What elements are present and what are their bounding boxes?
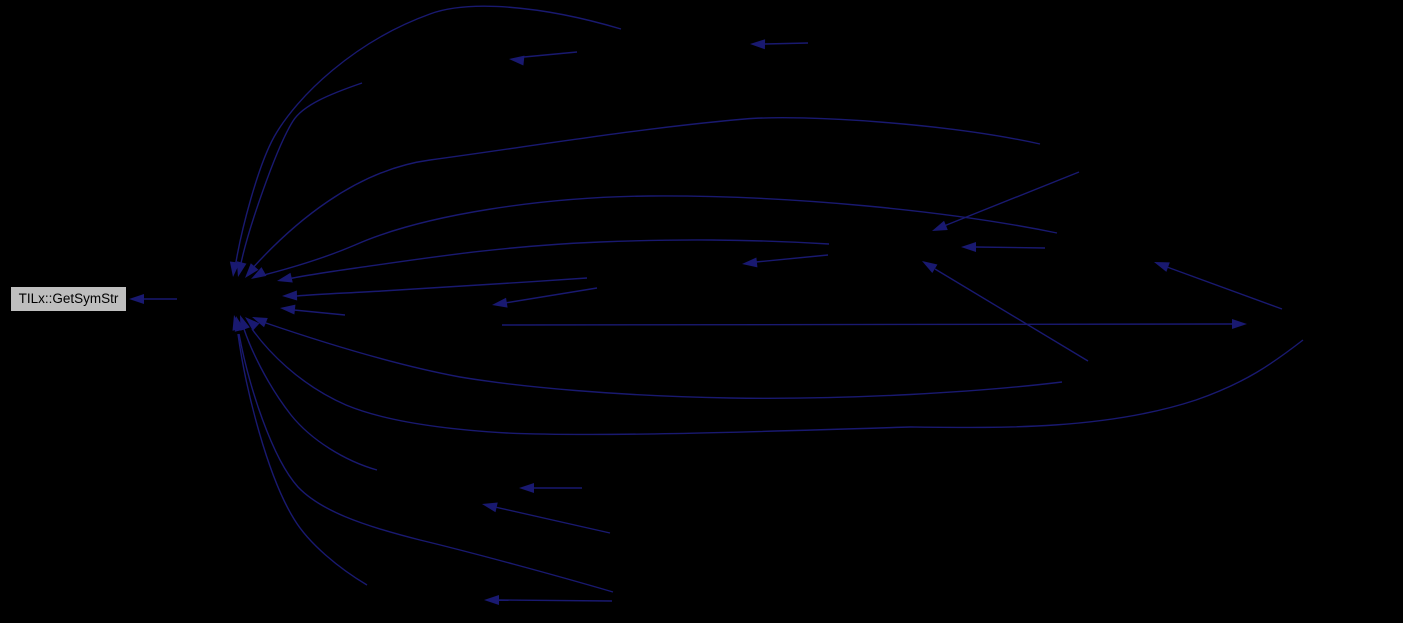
edge-arc-t5-to-hub	[249, 117, 1041, 272]
edge-top-arc-to-hub	[234, 5, 622, 269]
arrowhead-arrow-b-nb9	[482, 502, 498, 513]
arrowhead-nb8-to-hub	[232, 315, 243, 331]
edge-n5-to-hub	[296, 277, 588, 297]
edge-top-arrow-770	[764, 42, 809, 45]
arrowhead-t2-to-hub	[277, 272, 293, 283]
edge-nb8-to-hub	[237, 333, 368, 586]
edge-t2-to-hub	[287, 239, 830, 280]
arrowhead-fr1-to-t4-arrow	[1154, 262, 1170, 272]
arrowhead-curve-362-to-hub	[236, 261, 247, 277]
edge-nb5-to-hub	[238, 333, 614, 593]
arrowhead-fr1-big-curve-to-hub	[245, 317, 260, 331]
arrowhead-n5-to-h1-arrow	[492, 297, 508, 308]
arrowhead-n5-to-hub	[282, 290, 298, 301]
arrowhead-diag-t6-to-t2	[922, 261, 938, 274]
edge-t6-swoop-to-hub	[262, 321, 1063, 400]
edge-curve-362-to-hub	[239, 82, 363, 269]
edge-top-arrow-520	[523, 51, 578, 58]
arrowhead-arrow-d-nb5	[484, 595, 499, 605]
edge-nb7-to-hub	[243, 328, 378, 471]
edge-t2-to-t3-arrow	[755, 254, 829, 263]
arrowhead-hub-to-getsymstr	[129, 294, 144, 304]
arrowhead-h1-to-hub-arrow	[280, 304, 296, 315]
edge-diag-t6-to-t2	[934, 268, 1089, 362]
arrowhead-long-horizontal-to-fr1	[1232, 319, 1247, 329]
edge-t4-to-hub	[255, 195, 1058, 278]
node-label: TILx::GetSymStr	[18, 291, 119, 307]
arrowhead-t6-swoop-to-hub	[252, 317, 268, 328]
edge-fr1-big-curve-to-hub	[251, 328, 1304, 436]
arrowhead-t4-to-t2-arrow	[961, 242, 976, 252]
node-tilx-getsymstr[interactable]: TILx::GetSymStr	[10, 286, 127, 312]
arrowhead-arrow-a	[519, 483, 534, 493]
arrowhead-t4-to-hub	[251, 267, 267, 279]
arrowhead-t2-to-t3-arrow	[742, 257, 758, 268]
arrowhead-diag-t5-to-t2	[932, 220, 948, 231]
edge-long-horizontal-to-fr1	[501, 323, 1233, 326]
arrowhead-arc-t5-to-hub	[245, 263, 259, 278]
edge-n5-to-h1-arrow	[504, 287, 598, 304]
arrowhead-top-arrow-770	[750, 39, 766, 50]
edge-arrow-d-nb5	[497, 599, 613, 602]
edge-arrow-b-nb9	[494, 506, 611, 534]
edge-h1-to-hub-arrow	[293, 309, 346, 316]
edge-fr1-to-t4-arrow	[1166, 266, 1283, 310]
arrowhead-top-arrow-520	[509, 55, 525, 66]
edge-t4-to-t2-arrow	[974, 246, 1046, 249]
